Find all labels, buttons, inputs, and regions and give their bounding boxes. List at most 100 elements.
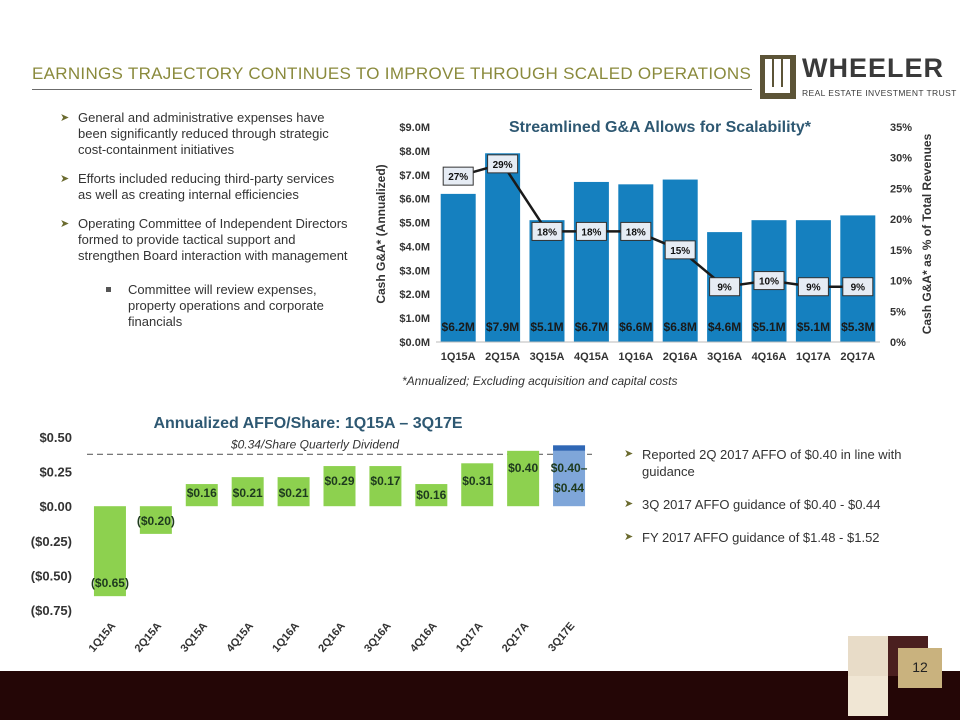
- chart1-x-tick: 1Q16A: [618, 351, 653, 363]
- chart2-bar-label: $0.16: [187, 486, 217, 500]
- bullet-text: FY 2017 AFFO guidance of $1.48 - $1.52: [642, 530, 880, 545]
- logo-name: WHEELER: [802, 53, 944, 83]
- chart1-title: Streamlined G&A Allows for Scalability*: [509, 119, 812, 136]
- chart1-pct-label: 27%: [448, 172, 468, 183]
- chart1-y-tick: $6.0M: [399, 194, 430, 206]
- chart2-bar-label: $0.40–: [551, 461, 588, 475]
- chart2-bar-label: $0.29: [324, 474, 354, 488]
- square-bullet-icon: [106, 287, 111, 292]
- chart1-y-tick: $4.0M: [399, 241, 430, 253]
- chart2-y-tick: $0.25: [39, 465, 72, 480]
- bullet-text: 3Q 2017 AFFO guidance of $0.40 - $0.44: [642, 497, 881, 512]
- chart1-bar: [485, 153, 521, 342]
- bullet-item: ➤ General and administrative expenses hav…: [60, 110, 350, 158]
- chart1-y-tick: $1.0M: [399, 313, 430, 325]
- page-number: 12: [898, 648, 942, 688]
- chart2-bar: [461, 463, 494, 507]
- chart2-bar-label: $0.21: [233, 486, 263, 500]
- bullet-item: ➤ Operating Committee of Independent Dire…: [60, 216, 350, 264]
- chart2-bar-label: $0.40: [508, 461, 538, 475]
- chart1-y-tick: $8.0M: [399, 146, 430, 158]
- chart1-y2-tick: 5%: [890, 306, 906, 318]
- chart1-x-tick: 1Q15A: [441, 351, 476, 363]
- chart2-bar-label: $0.21: [279, 486, 309, 500]
- arrow-bullet-icon: ➤: [624, 448, 634, 460]
- chart1-pct-box: [797, 277, 829, 297]
- chart1-bar-label: $6.2M: [442, 320, 475, 334]
- chart2-bar-label: ($0.65): [91, 576, 129, 590]
- chart1-x-tick: 3Q15A: [530, 351, 565, 363]
- chart2-bar: [323, 466, 356, 507]
- chart1-bar-label: $4.6M: [708, 320, 741, 334]
- chart2-dividend-label: $0.34/Share Quarterly Dividend: [230, 437, 399, 451]
- footer-bar: [0, 671, 960, 720]
- bottom-bullet-list: ➤ Reported 2Q 2017 AFFO of $0.40 in line …: [624, 446, 924, 562]
- title-divider: [32, 89, 752, 90]
- chart1-bar-label: $6.8M: [664, 320, 697, 334]
- bullet-text: General and administrative expenses have…: [78, 110, 329, 157]
- sub-bullet-item: Committee will review expenses, property…: [106, 282, 350, 330]
- chart1-pct-box: [442, 166, 474, 186]
- chart1-y2-tick: 25%: [890, 183, 912, 195]
- chart1-bar-label: $6.7M: [575, 320, 608, 334]
- chart2-x-tick: 4Q16A: [408, 620, 440, 654]
- chart2-bar: [507, 450, 540, 507]
- top-bullet-list: ➤ General and administrative expenses hav…: [60, 110, 350, 330]
- chart2-bar-label: $0.44: [554, 481, 584, 495]
- chart1-y-tick: $2.0M: [399, 289, 430, 301]
- decor-square: [848, 636, 888, 676]
- chart1-bar: [440, 193, 476, 342]
- chart1-bar: [573, 181, 609, 342]
- chart1-bar-label: $5.1M: [752, 320, 785, 334]
- chart1-pct-label: 18%: [537, 227, 557, 238]
- chart2-bar: [185, 484, 218, 507]
- chart1-pct-box: [664, 240, 696, 260]
- chart2-bar-label: ($0.20): [137, 514, 175, 528]
- chart1-y-tick: $0.0M: [399, 337, 430, 349]
- chart1-pct-box: [753, 271, 785, 291]
- chart1-x-tick: 2Q15A: [485, 351, 520, 363]
- bullet-text: Reported 2Q 2017 AFFO of $0.40 in line w…: [642, 447, 902, 479]
- chart1-x-tick: 4Q15A: [574, 351, 609, 363]
- chart1-x-tick: 4Q16A: [752, 351, 787, 363]
- chart1-y-tick: $7.0M: [399, 170, 430, 182]
- chart2-bar-estimate: [553, 450, 586, 507]
- company-logo: WHEELER REAL ESTATE INVESTMENT TRUST: [760, 53, 956, 105]
- bullet-item: ➤ FY 2017 AFFO guidance of $1.48 - $1.52: [624, 529, 924, 546]
- chart1-y2-tick: 35%: [890, 122, 912, 134]
- chart2-bar: [277, 477, 310, 507]
- chart1-y-tick: $3.0M: [399, 265, 430, 277]
- chart1-x-tick: 3Q16A: [707, 351, 742, 363]
- chart1-pct-box: [842, 277, 874, 297]
- chart1-pct-box: [487, 154, 519, 174]
- chart1-y2-tick: 0%: [890, 337, 906, 349]
- chart2-y-tick: ($0.75): [31, 603, 72, 618]
- chart2-x-tick: 1Q16A: [270, 620, 302, 654]
- chart1-x-tick: 2Q17A: [840, 351, 875, 363]
- logo-subtitle: REAL ESTATE INVESTMENT TRUST: [802, 88, 957, 98]
- chart1-pct-label: 29%: [493, 160, 513, 171]
- chart1-pct-label: 9%: [806, 283, 821, 294]
- chart2-x-tick: 1Q15A: [87, 620, 119, 654]
- chart2-y-tick: $0.50: [39, 430, 72, 445]
- chart2-bar: [93, 506, 126, 597]
- chart1-pct-box: [575, 221, 607, 241]
- chart1-y-tick: $9.0M: [399, 122, 430, 134]
- arrow-bullet-icon: ➤: [60, 173, 70, 185]
- bullet-item: ➤ Reported 2Q 2017 AFFO of $0.40 in line …: [624, 446, 924, 480]
- chart1-bar-label: $5.3M: [841, 320, 874, 334]
- decor-square: [848, 676, 888, 716]
- logo-icon: [760, 55, 796, 99]
- chart2-bar: [415, 484, 448, 507]
- chart2-bar-estimate-range: [553, 445, 586, 451]
- chart1-bar-label: $6.6M: [619, 320, 652, 334]
- chart1-y-tick: $5.0M: [399, 218, 430, 230]
- chart1-bar-label: $7.9M: [486, 320, 519, 334]
- chart1-y2-axis-label: Cash G&A* as % of Total Revenues: [920, 133, 934, 334]
- chart1-bar: [618, 184, 654, 342]
- chart1-y2-tick: 15%: [890, 245, 912, 257]
- chart2-bar: [231, 477, 264, 507]
- bullet-item: ➤ 3Q 2017 AFFO guidance of $0.40 - $0.44: [624, 496, 924, 513]
- chart2-bar-label: $0.17: [370, 474, 400, 488]
